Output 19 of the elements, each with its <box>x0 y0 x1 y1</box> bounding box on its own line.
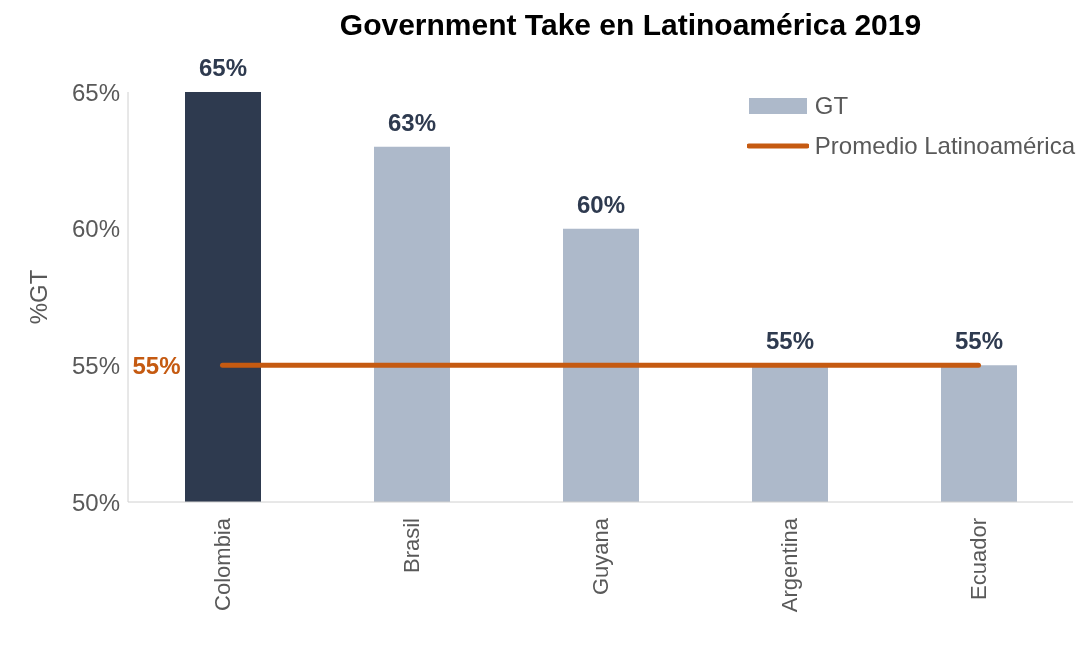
x-tick-label: Argentina <box>777 517 802 613</box>
y-tick-label: 50% <box>71 488 120 516</box>
y-tick-label: 60% <box>71 215 120 243</box>
y-tick-label: 55% <box>71 351 120 379</box>
legend-label: Promedio Latinoamérica <box>814 131 1075 161</box>
x-tick-label: Guyana <box>588 517 613 596</box>
data-label: 55% <box>765 327 815 355</box>
y-tick-label: 65% <box>71 78 120 106</box>
x-tick-label: Brasil <box>399 518 424 574</box>
y-axis-title: %GT <box>24 269 52 325</box>
x-tick-label: Ecuador <box>966 518 991 600</box>
data-label: 55% <box>132 352 181 380</box>
chart-title: Government Take en Latinoamérica 2019 <box>338 8 923 42</box>
data-label: 65% <box>198 54 248 81</box>
data-label: 60% <box>576 190 626 218</box>
data-label: 63% <box>387 108 437 136</box>
data-label: 55% <box>954 327 1004 355</box>
legend-label: GT <box>814 91 849 121</box>
x-tick-label: Colombia <box>210 517 235 611</box>
